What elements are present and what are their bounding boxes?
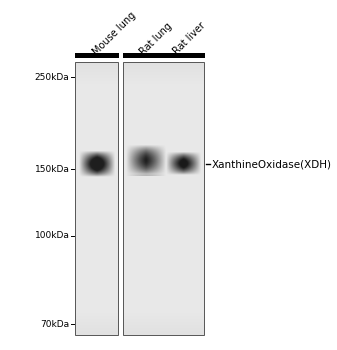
Text: 100kDa: 100kDa [35, 231, 69, 240]
Text: 70kDa: 70kDa [40, 320, 69, 329]
Bar [75, 62, 118, 335]
Text: 250kDa: 250kDa [35, 73, 69, 82]
Bar [123, 62, 204, 335]
Text: Rat liver: Rat liver [172, 21, 208, 57]
Text: XanthineOxidase(XDH): XanthineOxidase(XDH) [211, 159, 331, 169]
Text: Mouse lung: Mouse lung [91, 10, 137, 57]
Bar [123, 53, 205, 57]
Bar [74, 53, 119, 57]
Text: Rat lung: Rat lung [137, 21, 174, 57]
Text: 150kDa: 150kDa [35, 165, 69, 174]
